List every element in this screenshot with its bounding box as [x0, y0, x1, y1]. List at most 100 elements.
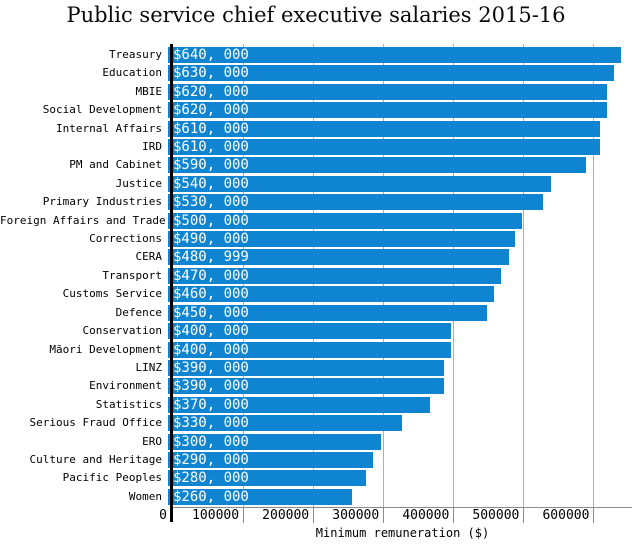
bar: $590, 000: [168, 157, 586, 174]
bar-track: $390, 000: [168, 359, 632, 376]
category-label: Māori Development: [49, 342, 162, 356]
bar-row: Culture and Heritage $290, 000: [0, 451, 632, 470]
bar-track: $290, 000: [168, 451, 632, 468]
category-label: Social Development: [42, 103, 162, 117]
bar: $280, 000: [168, 470, 367, 487]
bar-track: $400, 000: [168, 323, 632, 340]
bar-value-label: $480, 999: [173, 249, 249, 266]
bar-track: $490, 000: [168, 231, 632, 248]
bar: $290, 000: [168, 451, 374, 468]
bar-row: Transport $470, 000: [0, 267, 632, 286]
x-tick: [383, 508, 385, 523]
x-tick: [593, 508, 595, 523]
bar: $610, 000: [168, 139, 601, 156]
bar-value-label: $260, 000: [173, 488, 249, 505]
bar-row: MBIE $620, 000: [0, 83, 632, 102]
bar: $610, 000: [168, 120, 601, 137]
bar-value-label: $400, 000: [173, 323, 249, 340]
bar: $460, 000: [168, 286, 494, 303]
bar-track: $470, 000: [168, 267, 632, 284]
bar-row: Primary Industries $530, 000: [0, 194, 632, 212]
bar-value-label: $390, 000: [173, 359, 249, 376]
category-label: Pacific Peoples: [62, 471, 162, 485]
bar-track: $610, 000: [168, 120, 632, 137]
bar-track: $590, 000: [168, 157, 632, 174]
x-tick-label: 100000: [192, 508, 240, 523]
bar: $370, 000: [168, 396, 431, 413]
bar: $450, 000: [168, 304, 487, 321]
bar-row: Pacific Peoples $280, 000: [0, 470, 632, 488]
bar-value-label: $370, 000: [173, 396, 249, 413]
bar: $330, 000: [168, 415, 402, 432]
bar-track: $390, 000: [168, 378, 632, 395]
bar-row: PM and Cabinet $590, 000: [0, 157, 632, 175]
grid-line: [593, 44, 595, 507]
bar: $620, 000: [168, 102, 608, 119]
x-tick-label: 0: [159, 508, 167, 523]
bar: $470, 000: [168, 267, 501, 284]
x-tick: [313, 508, 315, 523]
bar-row: Treasury $640, 000: [0, 47, 632, 65]
category-label: Culture and Heritage: [29, 452, 162, 466]
category-label: Statistics: [95, 397, 162, 411]
category-label: Women: [128, 489, 162, 503]
bar-track: $530, 000: [168, 194, 632, 211]
category-label: Corrections: [89, 232, 162, 246]
bar: $260, 000: [168, 488, 353, 505]
bar-value-label: $620, 000: [173, 83, 249, 100]
bar: $390, 000: [168, 378, 445, 395]
bar-value-label: $590, 000: [173, 157, 249, 174]
bar-track: $480, 999: [168, 249, 632, 266]
bar-track: $500, 000: [168, 212, 632, 229]
category-label: Transport: [102, 268, 162, 282]
category-label: Defence: [115, 305, 162, 319]
bar-value-label: $500, 000: [173, 212, 249, 229]
bar-row: Māori Development $400, 000: [0, 341, 632, 360]
bar-row: LINZ $390, 000: [0, 359, 632, 378]
bar-value-label: $280, 000: [173, 470, 249, 487]
bar-track: $640, 000: [168, 47, 632, 63]
bar-track: $280, 000: [168, 470, 632, 487]
category-label: CERA: [135, 250, 163, 264]
bar-row: Foreign Affairs and Trade $500, 000: [0, 212, 632, 231]
bar: $400, 000: [168, 341, 452, 358]
bar-row: Women $260, 000: [0, 488, 632, 507]
category-label: LINZ: [135, 360, 163, 374]
bar: $630, 000: [168, 65, 615, 82]
bar-row: Conservation $400, 000: [0, 323, 632, 341]
bar: $480, 999: [168, 249, 509, 266]
bar-track: $300, 000: [168, 433, 632, 450]
bar-value-label: $390, 000: [173, 378, 249, 395]
x-tick-label: 300000: [332, 508, 380, 523]
x-tick-label: 200000: [262, 508, 310, 523]
bar-value-label: $330, 000: [173, 415, 249, 432]
bar-track: $630, 000: [168, 65, 632, 82]
x-tick-label: 500000: [472, 508, 520, 523]
bar-value-label: $530, 000: [173, 194, 249, 211]
bar-row: Internal Affairs $610, 000: [0, 120, 632, 139]
bar-row: Corrections $490, 000: [0, 231, 632, 249]
bar: $530, 000: [168, 194, 544, 211]
category-label: Justice: [115, 176, 162, 190]
bar: $500, 000: [168, 212, 523, 229]
bar-track: $610, 000: [168, 139, 632, 156]
category-label: ERO: [142, 434, 162, 448]
category-label: Primary Industries: [42, 195, 162, 209]
x-tick-label: 400000: [402, 508, 450, 523]
category-label: Conservation: [82, 324, 162, 338]
bar: $490, 000: [168, 231, 516, 248]
category-label: Education: [102, 66, 162, 80]
bar: $400, 000: [168, 323, 452, 340]
bar-value-label: $300, 000: [173, 433, 249, 450]
bar-value-label: $630, 000: [173, 65, 249, 82]
bar-row: Serious Fraud Office $330, 000: [0, 415, 632, 433]
bar: $390, 000: [168, 359, 445, 376]
bar-row: ERO $300, 000: [0, 433, 632, 452]
x-tick: [523, 508, 525, 523]
category-label: MBIE: [135, 84, 163, 98]
bar-rows: Treasury $640, 000 Education $630, 000 MBIE $…: [0, 44, 632, 507]
x-tick: [453, 508, 455, 523]
bar-row: IRD $610, 000: [0, 139, 632, 157]
bar-value-label: $610, 000: [173, 120, 249, 137]
